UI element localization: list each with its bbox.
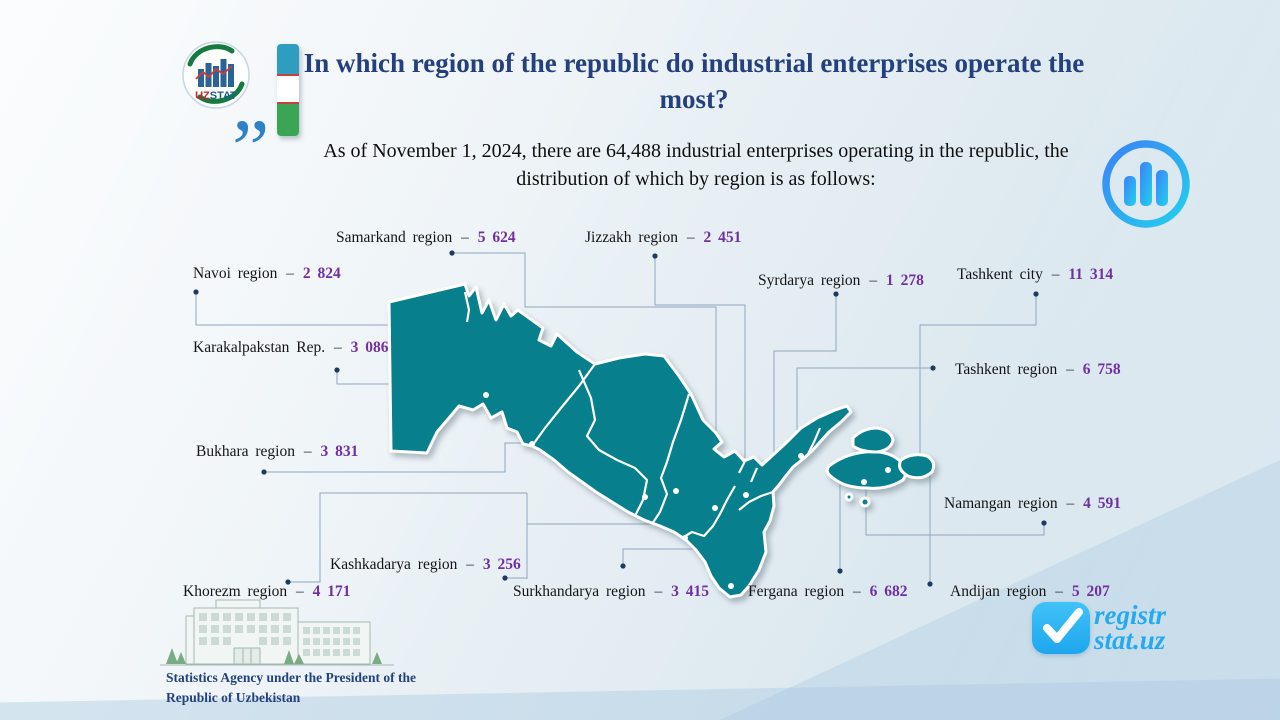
- registr-check-icon: [1032, 602, 1090, 654]
- logo-text: UZSTAT: [195, 90, 237, 102]
- subtitle: As of November 1, 2024, there are 64,488…: [323, 140, 1069, 190]
- registr-stat-logo[interactable]: registr stat.uz: [1032, 602, 1166, 654]
- callout-dot-navoi: [193, 289, 199, 295]
- callout-dot-tashkent_city: [1033, 291, 1039, 297]
- agency-caption: Statistics Agency under the President of…: [166, 670, 416, 705]
- bar-chart-icon: [1102, 140, 1190, 228]
- map-namangan-blob: [851, 426, 895, 454]
- uzbekistan-map: [387, 282, 936, 599]
- callout-dot-samarkand: [449, 250, 455, 256]
- page-title: In which region of the republic do indus…: [303, 48, 1085, 114]
- callout-dot-karakalpakstan: [334, 367, 340, 373]
- callout-dot-bukhara: [261, 469, 267, 475]
- callout-dot-jizzakh: [652, 253, 658, 259]
- map-andijan-blob: [898, 453, 936, 480]
- agency-building-illustration: [160, 599, 394, 666]
- map-main-body: [387, 282, 853, 599]
- callout-dot-namangan: [1041, 520, 1047, 526]
- registr-wordmark: registr stat.uz: [1094, 600, 1167, 655]
- callout-dot-khorezm: [285, 579, 291, 585]
- quote-icon: ”: [232, 103, 270, 196]
